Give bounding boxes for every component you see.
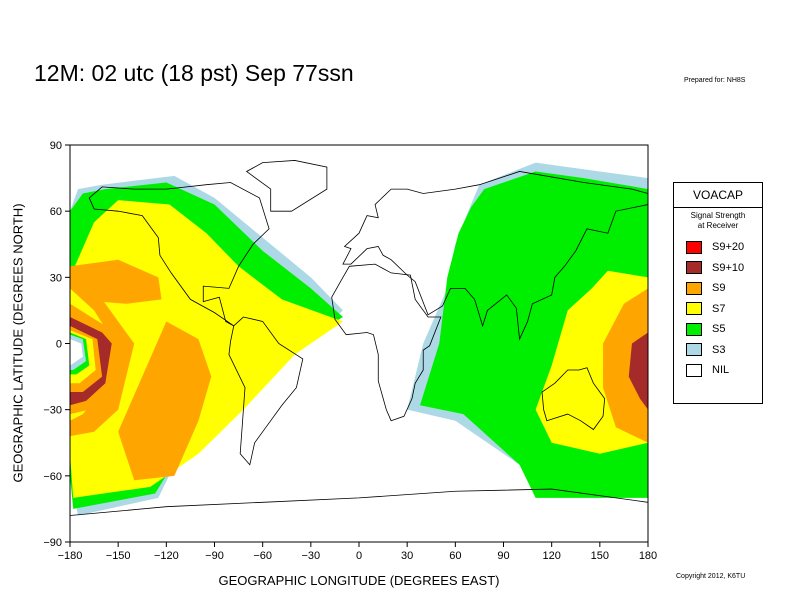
legend: VOACAP Signal Strength at Receiver S9+20… (673, 182, 763, 404)
x-tick-label: −120 (154, 550, 179, 562)
legend-item-s3: S3 (674, 340, 762, 361)
x-tick-label: 90 (497, 550, 509, 562)
legend-swatch (686, 322, 702, 336)
coverage-region-s9-10 (628, 332, 648, 410)
legend-swatch (686, 261, 702, 275)
x-tick-label: −60 (253, 550, 272, 562)
land-outline (228, 316, 304, 466)
legend-item-s5: S5 (674, 319, 762, 340)
legend-item-s7: S7 (674, 299, 762, 320)
x-tick-label: −90 (205, 550, 224, 562)
y-tick-label: 30 (50, 272, 62, 284)
coverage-region-s9 (70, 259, 162, 304)
coverage-regions (70, 162, 648, 516)
x-tick-label: 120 (542, 550, 560, 562)
x-tick-label: −150 (106, 550, 131, 562)
y-tick-label: 60 (50, 206, 62, 218)
legend-item-nil: NIL (674, 360, 762, 381)
coverage-region-s9 (118, 321, 212, 481)
y-tick-label: −30 (43, 405, 62, 417)
x-tick-label: −180 (58, 550, 83, 562)
x-tick-label: 0 (356, 550, 362, 562)
legend-label: S3 (712, 343, 726, 356)
copyright-note: Copyright 2012, K6TU (676, 573, 746, 580)
y-tick-label: −90 (43, 537, 62, 549)
legend-label: S9 (712, 282, 726, 295)
legend-swatch (686, 281, 702, 295)
land-outline (331, 263, 442, 422)
y-axis-label: GEOGRAPHIC LATITUDE (DEGREES NORTH) (10, 203, 26, 483)
legend-item-s9-20: S9+20 (674, 237, 762, 258)
x-tick-label: 180 (639, 550, 657, 562)
y-tick-label: 90 (50, 140, 62, 152)
land-outline (70, 488, 648, 542)
legend-label: S7 (712, 302, 726, 315)
coverage-region-nil (70, 339, 83, 366)
land-outline (88, 182, 270, 327)
legend-subtitle-line2: at Receiver (697, 221, 739, 230)
legend-subtitle-line1: Signal Strength (690, 211, 746, 220)
land-outline (245, 160, 328, 212)
legend-label: S9+10 (712, 261, 745, 274)
legend-item-s9-10: S9+10 (674, 258, 762, 279)
legend-label: S5 (712, 323, 726, 336)
y-tick-label: −60 (43, 471, 62, 483)
legend-subtitle: Signal Strength at Receiver (674, 211, 762, 231)
legend-swatch (686, 363, 702, 377)
coverage-region-s9 (603, 288, 648, 443)
x-axis-label: GEOGRAPHIC LONGITUDE (DEGREES EAST) (218, 573, 500, 588)
x-tick-label: 150 (591, 550, 609, 562)
legend-label: S9+20 (712, 241, 745, 254)
legend-item-s9: S9 (674, 278, 762, 299)
legend-swatch (686, 240, 702, 254)
prepared-for-note: Prepared for: NH8S (684, 77, 746, 84)
chart-title: 12M: 02 utc (18 pst) Sep 77ssn (34, 60, 354, 86)
land-outlines (70, 160, 648, 542)
x-tick-label: 60 (449, 550, 461, 562)
land-outline (342, 171, 648, 341)
x-axis-ticks: −180 −150 −120 −90 −60 −30 0 30 60 90 120 150 180 (58, 542, 657, 562)
land-outline (541, 367, 606, 431)
y-axis-ticks: 90 60 30 0 −30 −60 −90 (43, 140, 70, 549)
x-tick-label: 30 (401, 550, 413, 562)
legend-label: NIL (712, 364, 730, 377)
legend-swatch (686, 302, 702, 316)
y-tick-label: 0 (56, 339, 62, 351)
x-tick-label: −30 (301, 550, 320, 562)
legend-swatch (686, 343, 702, 357)
legend-title: VOACAP (674, 183, 762, 208)
